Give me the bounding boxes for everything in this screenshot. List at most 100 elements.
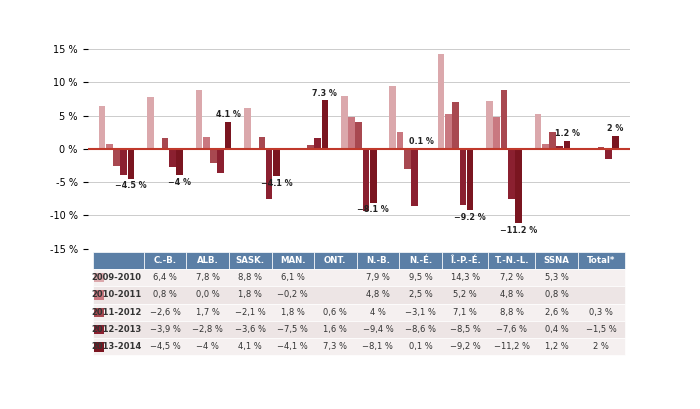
Bar [106, 144, 113, 149]
Text: −3,6 %: −3,6 % [234, 325, 266, 334]
Bar [273, 149, 280, 176]
Text: 5,3 %: 5,3 % [545, 273, 568, 282]
Bar [500, 90, 508, 149]
Text: T.-N.-L.: T.-N.-L. [495, 256, 529, 265]
Bar [564, 141, 570, 149]
Bar [605, 149, 612, 159]
FancyBboxPatch shape [93, 338, 624, 355]
Text: 6,4 %: 6,4 % [153, 273, 177, 282]
Bar [99, 106, 106, 149]
Text: 1,8 %: 1,8 % [239, 290, 262, 299]
FancyBboxPatch shape [93, 286, 624, 303]
Text: 1,7 %: 1,7 % [196, 308, 220, 317]
Bar [113, 149, 120, 166]
Text: −0,2 %: −0,2 % [277, 290, 308, 299]
Text: 14,3 %: 14,3 % [451, 273, 480, 282]
Text: 7,2 %: 7,2 % [500, 273, 524, 282]
Bar [120, 149, 127, 175]
Bar [169, 149, 176, 167]
FancyBboxPatch shape [578, 252, 624, 269]
Text: ONT.: ONT. [324, 256, 346, 265]
FancyBboxPatch shape [94, 273, 104, 283]
Text: 4,1 %: 4,1 % [239, 342, 262, 351]
Text: 2,5 %: 2,5 % [409, 290, 433, 299]
Bar [348, 117, 355, 149]
Text: 4,8 %: 4,8 % [366, 290, 390, 299]
Text: 7.3 %: 7.3 % [312, 89, 337, 98]
Bar [508, 149, 514, 200]
FancyBboxPatch shape [356, 252, 399, 269]
Text: 0,3 %: 0,3 % [589, 308, 613, 317]
Text: −8,1 %: −8,1 % [363, 342, 393, 351]
Bar [210, 149, 217, 163]
Bar [542, 144, 549, 149]
Bar [251, 149, 258, 150]
Text: 9,5 %: 9,5 % [409, 273, 433, 282]
Text: −4,1 %: −4,1 % [277, 342, 308, 351]
Text: −2,1 %: −2,1 % [235, 308, 266, 317]
Text: −7,5 %: −7,5 % [277, 325, 308, 334]
Text: −8,6 %: −8,6 % [405, 325, 436, 334]
FancyBboxPatch shape [442, 252, 489, 269]
Text: −2,6 %: −2,6 % [150, 308, 181, 317]
Text: 0.1 %: 0.1 % [410, 137, 434, 146]
FancyBboxPatch shape [93, 269, 624, 286]
Text: 7,1 %: 7,1 % [453, 308, 477, 317]
Text: 7,3 %: 7,3 % [323, 342, 347, 351]
Text: −4,5 %: −4,5 % [150, 342, 181, 351]
Text: C.-B.: C.-B. [154, 256, 177, 265]
FancyBboxPatch shape [93, 252, 144, 269]
Text: 2 %: 2 % [608, 124, 624, 133]
Text: −3,1 %: −3,1 % [405, 308, 436, 317]
Text: −4.5 %: −4.5 % [116, 182, 147, 191]
Bar [598, 147, 604, 149]
Text: −2,8 %: −2,8 % [193, 325, 223, 334]
Bar [550, 132, 556, 149]
Bar [266, 149, 272, 199]
Bar [195, 90, 202, 149]
FancyBboxPatch shape [94, 308, 104, 317]
Bar [321, 100, 328, 149]
Text: 7,9 %: 7,9 % [366, 273, 390, 282]
Text: 2010-2011: 2010-2011 [91, 290, 141, 299]
Bar [452, 101, 459, 149]
Bar [419, 148, 425, 149]
Text: MAN.: MAN. [280, 256, 306, 265]
Text: 1.2 %: 1.2 % [554, 129, 580, 138]
Text: −4 %: −4 % [168, 178, 191, 187]
FancyBboxPatch shape [399, 252, 442, 269]
Text: SSNA: SSNA [544, 256, 570, 265]
FancyBboxPatch shape [272, 252, 314, 269]
FancyBboxPatch shape [229, 252, 272, 269]
Bar [389, 85, 396, 149]
Text: 2 %: 2 % [593, 342, 609, 351]
Text: 1,2 %: 1,2 % [545, 342, 568, 351]
Bar [258, 137, 265, 149]
Bar [370, 149, 377, 203]
Bar [162, 137, 168, 149]
Bar [459, 149, 466, 205]
Text: N.-B.: N.-B. [366, 256, 390, 265]
Bar [356, 122, 362, 149]
Text: 4 %: 4 % [370, 308, 386, 317]
Text: −9,2 %: −9,2 % [449, 342, 480, 351]
FancyBboxPatch shape [186, 252, 229, 269]
Bar [486, 101, 493, 149]
Bar [244, 108, 251, 149]
Bar [218, 149, 224, 173]
Text: 2013-2014: 2013-2014 [91, 342, 141, 351]
Bar [128, 149, 134, 179]
Text: 0,4 %: 0,4 % [545, 325, 568, 334]
Bar [203, 137, 209, 149]
Bar [397, 132, 403, 149]
Text: −7,6 %: −7,6 % [496, 325, 527, 334]
Text: ALB.: ALB. [197, 256, 218, 265]
Text: 4,8 %: 4,8 % [500, 290, 524, 299]
Bar [314, 138, 321, 149]
Text: 1,6 %: 1,6 % [323, 325, 347, 334]
Text: Total*: Total* [587, 256, 615, 265]
FancyBboxPatch shape [93, 321, 624, 338]
Text: 8,8 %: 8,8 % [500, 308, 524, 317]
Text: 0,8 %: 0,8 % [545, 290, 568, 299]
FancyBboxPatch shape [536, 252, 578, 269]
